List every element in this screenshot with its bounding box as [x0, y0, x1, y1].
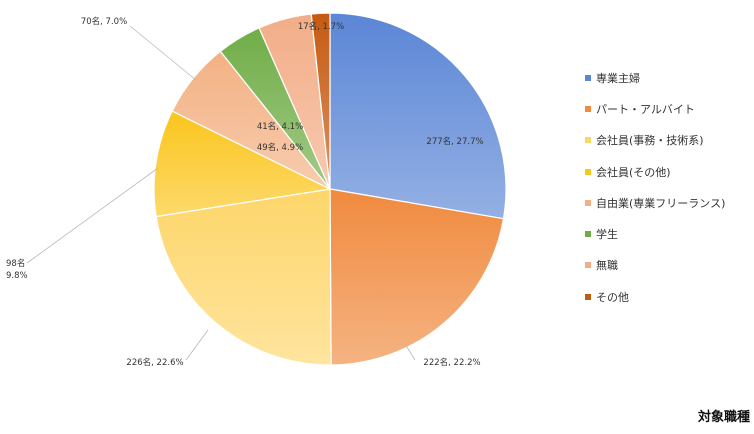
legend-label: 無職 — [596, 259, 618, 273]
legend-swatch — [585, 137, 591, 144]
legend-item-3: 会社員(事務・技術系) — [585, 125, 725, 156]
legend-label: 学生 — [596, 228, 618, 242]
leader-line-5 — [129, 25, 197, 81]
legend-item-6: 学生 — [585, 218, 725, 249]
data-label-1: 277名, 27.7% — [426, 136, 483, 147]
legend-label: 会社員(その他) — [596, 165, 671, 179]
data-label-7: 49名, 4.9% — [257, 142, 303, 153]
legend-swatch — [585, 105, 591, 112]
leader-line-4 — [26, 167, 159, 264]
pie-slice-8 — [310, 12, 331, 190]
legend-label: 専業主婦 — [596, 71, 640, 85]
pie-slice-4 — [153, 110, 332, 218]
data-label-4: 98名 9.8% — [6, 258, 28, 281]
legend-label: パート・アルバイト — [596, 102, 695, 116]
pie-slices — [153, 12, 507, 366]
legend-swatch — [585, 199, 591, 206]
legend-label: 自由業(専業フリーランス) — [596, 196, 726, 210]
legend-swatch — [585, 293, 591, 300]
data-label-3: 226名, 22.6% — [126, 357, 183, 368]
data-label-8: 17名, 1.7% — [298, 21, 344, 32]
legend-item-4: 会社員(その他) — [585, 156, 725, 187]
leader-line-2 — [404, 343, 416, 361]
legend-swatch — [585, 74, 591, 81]
chart-title: 対象職種 — [697, 410, 750, 425]
legend-swatch — [585, 168, 591, 175]
leader-line-3 — [185, 329, 209, 361]
legend-item-7: 無職 — [585, 250, 725, 281]
legend-item-1: 専業主婦 — [585, 62, 725, 93]
data-label-6: 41名, 4.1% — [257, 121, 303, 132]
pie-slice-2 — [329, 188, 505, 366]
legend-swatch — [585, 231, 591, 238]
legend-item-5: 自由業(専業フリーランス) — [585, 187, 725, 218]
data-labels: 277名, 27.7% 222名, 22.2% 226名, 22.6% 98名 9.8%… — [6, 16, 484, 368]
legend-item-8: その他 — [585, 281, 725, 312]
legend: 専業主婦パート・アルバイト 会社員(事務・技術系) 会社員(その他) 自由業(専業フリ… — [585, 62, 725, 312]
pie-slice-3 — [155, 188, 332, 366]
leader-lines — [26, 25, 416, 361]
data-label-2: 222名, 22.2% — [423, 357, 480, 368]
legend-item-2: パート・アルバイト — [585, 93, 725, 124]
data-label-5: 70名, 7.0% — [81, 16, 127, 27]
legend-swatch — [585, 262, 591, 269]
pie-slice-1 — [329, 12, 507, 220]
legend-label: その他 — [596, 290, 629, 304]
legend-label: 会社員(事務・技術系) — [596, 134, 704, 148]
